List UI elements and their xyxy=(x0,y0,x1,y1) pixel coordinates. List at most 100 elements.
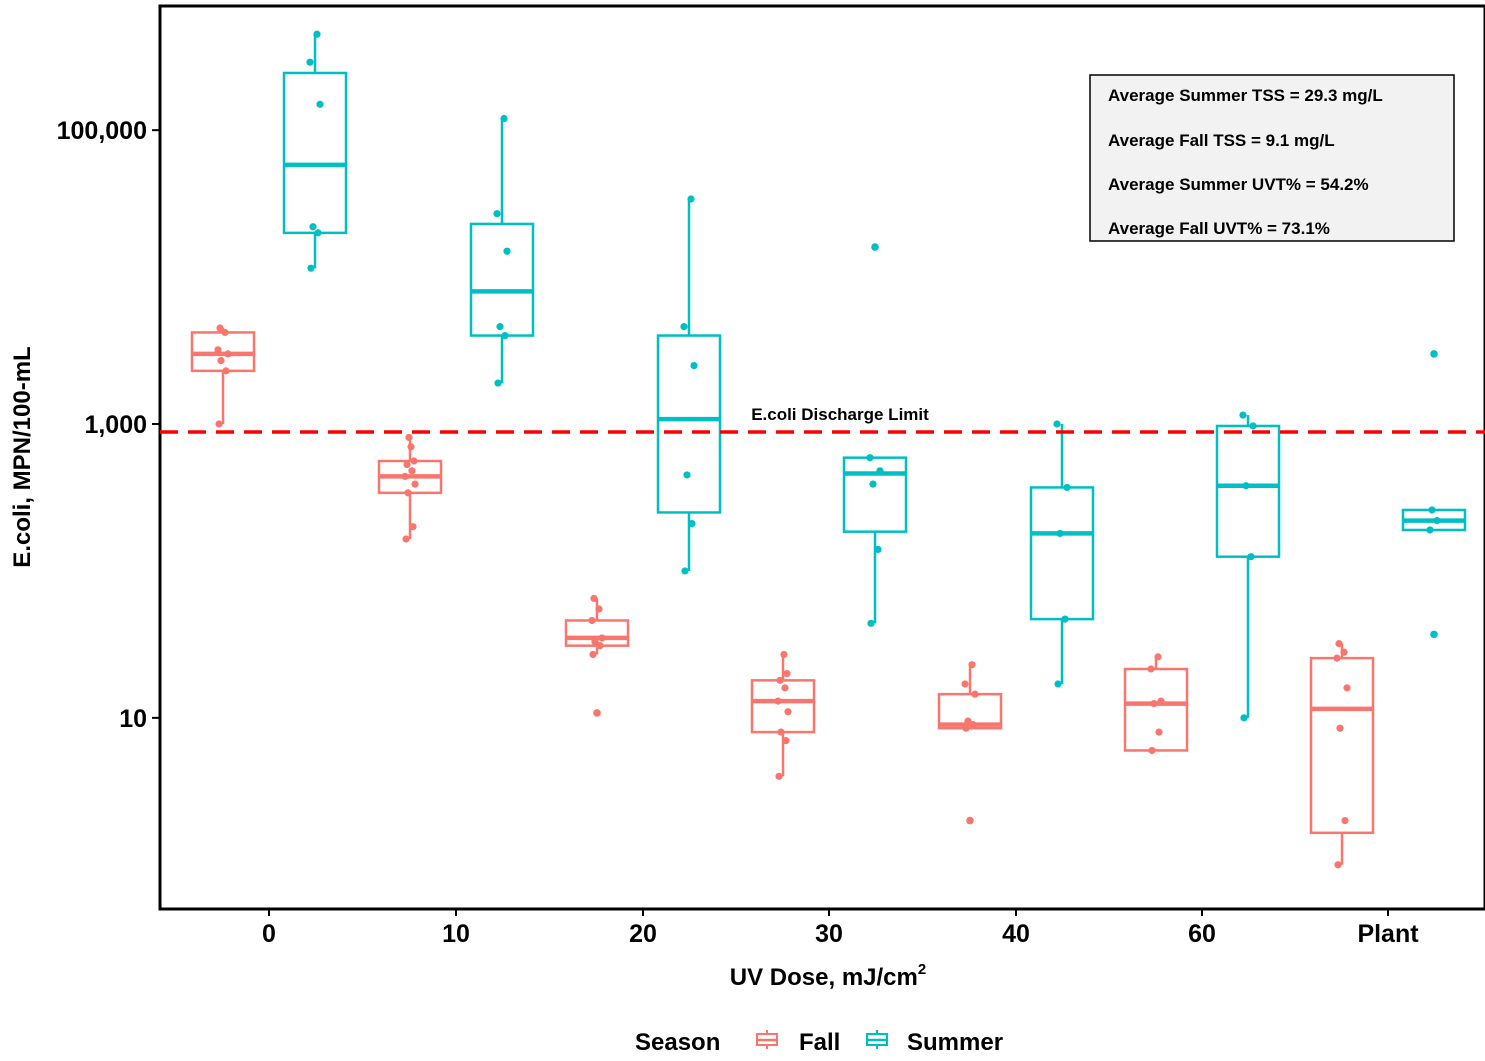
data-point xyxy=(1426,526,1434,534)
data-point xyxy=(591,638,599,646)
data-point xyxy=(1054,680,1062,688)
data-point xyxy=(401,472,409,480)
data-point xyxy=(780,650,788,659)
data-point xyxy=(784,708,792,716)
data-point xyxy=(866,454,874,462)
data-point xyxy=(216,324,224,332)
data-point xyxy=(404,489,412,497)
data-point xyxy=(783,670,791,678)
outlier-point xyxy=(966,816,974,825)
data-point xyxy=(1154,653,1162,661)
data-point xyxy=(869,480,877,488)
data-point xyxy=(774,697,782,705)
data-point xyxy=(411,480,419,488)
y-tick-label: 100,000 xyxy=(57,117,147,145)
data-point xyxy=(1150,700,1158,708)
box-fall-plant xyxy=(1309,640,1375,869)
data-point xyxy=(221,328,229,337)
data-point xyxy=(968,661,976,669)
data-point xyxy=(407,443,415,451)
data-point xyxy=(781,684,789,692)
box-summer-0 xyxy=(282,30,348,272)
data-point xyxy=(1247,553,1255,561)
data-point xyxy=(1239,411,1247,419)
box-fall-20 xyxy=(564,594,630,717)
data-point xyxy=(309,223,317,231)
y-tick-label: 1,000 xyxy=(84,411,147,439)
data-point xyxy=(403,460,411,469)
data-point xyxy=(306,58,314,66)
data-point xyxy=(1157,697,1165,705)
box-summer-40 xyxy=(1029,420,1095,688)
box-fall-60 xyxy=(1123,653,1189,755)
box-fall-30 xyxy=(750,650,816,780)
data-point xyxy=(217,357,225,365)
box-fall-0 xyxy=(190,324,256,428)
plot-panel-border xyxy=(158,4,1485,911)
data-point xyxy=(1240,714,1248,722)
data-point xyxy=(1053,420,1061,428)
data-point xyxy=(874,545,882,554)
box-iqr xyxy=(842,456,908,533)
data-point xyxy=(1428,506,1436,514)
annotation-fall-uvt: Average Fall UVT% = 73.1% xyxy=(1108,219,1330,238)
data-point xyxy=(1155,728,1163,736)
data-point xyxy=(214,346,222,354)
x-tick-label: 30 xyxy=(815,920,843,948)
box-summer-30 xyxy=(842,243,908,627)
y-tick-label: 10 xyxy=(119,705,147,733)
box-fall-40 xyxy=(937,661,1003,825)
y-axis-title: E.coli, MPN/100-mL xyxy=(9,346,36,567)
data-point xyxy=(588,616,596,625)
marks-layer xyxy=(190,30,1467,869)
data-point xyxy=(215,420,223,428)
data-point xyxy=(590,594,598,603)
x-tick-label: 10 xyxy=(442,920,470,948)
data-point xyxy=(596,642,604,650)
data-point xyxy=(595,605,603,613)
annotation-fall-tss: Average Fall TSS = 9.1 mg/L xyxy=(1108,131,1335,150)
data-point xyxy=(1061,615,1069,623)
data-point xyxy=(1340,648,1348,656)
data-point xyxy=(402,535,410,543)
x-axis-title: UV Dose, mJ/cm2 xyxy=(730,961,926,991)
data-point xyxy=(971,690,979,698)
legend: Season Fall Summer xyxy=(635,1029,1003,1056)
data-point xyxy=(688,519,696,528)
data-point xyxy=(962,724,970,732)
data-point xyxy=(500,114,508,123)
annotation-summer-uvt: Average Summer UVT% = 54.2% xyxy=(1108,175,1369,194)
data-point xyxy=(680,323,688,331)
x-tick-label: Plant xyxy=(1357,920,1419,948)
box-iqr xyxy=(1309,656,1375,835)
annotation-summer-tss: Average Summer TSS = 29.3 mg/L xyxy=(1108,86,1383,105)
y-axis: 10 1,000 100,000 xyxy=(57,117,160,733)
data-point xyxy=(687,195,695,203)
box-fall-10 xyxy=(377,433,443,543)
data-point xyxy=(501,331,509,340)
data-point xyxy=(1148,746,1156,755)
data-point xyxy=(314,229,322,237)
data-point xyxy=(1147,665,1155,673)
box-iqr xyxy=(190,331,256,373)
annotation-box-background xyxy=(1089,74,1455,242)
x-tick-label: 20 xyxy=(629,920,657,948)
data-point xyxy=(969,720,977,729)
x-axis: 0 10 20 30 40 60 Plant xyxy=(262,909,1419,948)
data-point xyxy=(410,457,418,465)
box-iqr xyxy=(1123,667,1189,752)
legend-key-summer xyxy=(866,1030,888,1049)
data-point xyxy=(1433,517,1441,525)
data-point xyxy=(782,737,790,745)
box-iqr xyxy=(1215,424,1281,558)
legend-label-summer: Summer xyxy=(907,1029,1003,1056)
data-point xyxy=(775,772,783,780)
annotation-box: Average Summer TSS = 29.3 mg/L Average F… xyxy=(1089,74,1455,242)
data-point xyxy=(777,728,785,736)
data-point xyxy=(1341,816,1349,825)
data-point xyxy=(503,247,511,255)
data-point xyxy=(1056,529,1064,538)
x-tick-label: 40 xyxy=(1002,920,1030,948)
box-iqr xyxy=(656,334,722,514)
